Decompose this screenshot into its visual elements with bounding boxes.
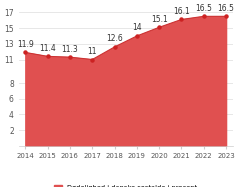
Text: 16.5: 16.5 <box>195 4 212 13</box>
Text: 16.5: 16.5 <box>218 4 234 13</box>
Legend: Dødelighed i danske sostalde i procent: Dødelighed i danske sostalde i procent <box>51 182 200 187</box>
Text: 11.9: 11.9 <box>17 40 34 49</box>
Text: 16.1: 16.1 <box>173 7 190 16</box>
Text: 12.6: 12.6 <box>106 34 123 43</box>
Text: 11.3: 11.3 <box>62 45 78 54</box>
Text: 15.1: 15.1 <box>151 15 168 24</box>
Text: 11.4: 11.4 <box>39 44 56 53</box>
Text: 11: 11 <box>88 47 97 56</box>
Text: 14: 14 <box>132 24 142 33</box>
